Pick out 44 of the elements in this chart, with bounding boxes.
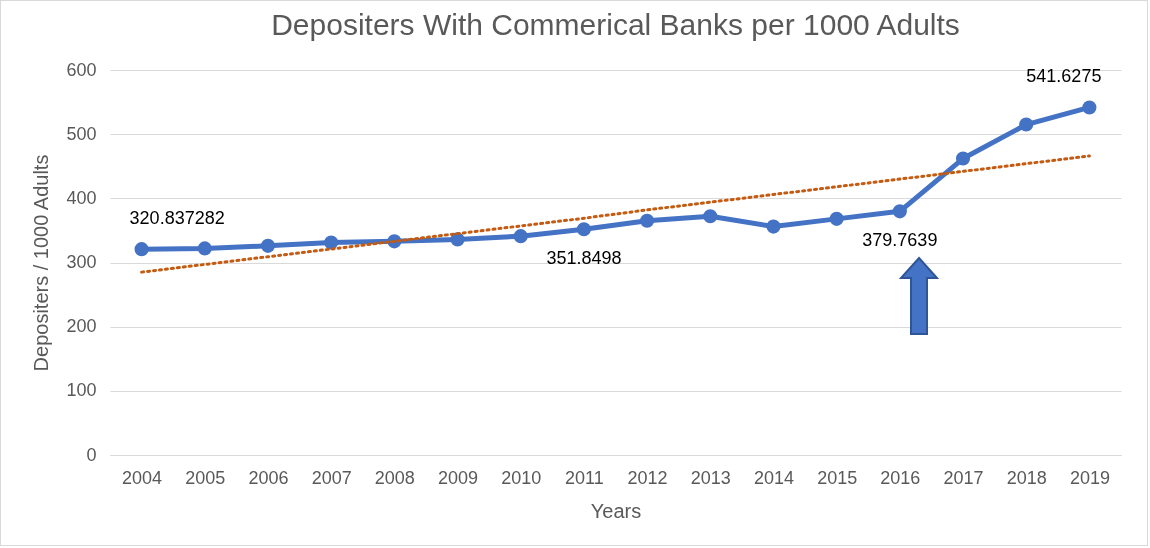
x-tick-label: 2014: [753, 467, 794, 488]
point: [1082, 100, 1097, 115]
x-tick-label: 2018: [1006, 467, 1047, 488]
data-label: 351.8498: [546, 248, 622, 269]
y-axis-title: Depositers / 1000 Adults: [30, 154, 53, 372]
x-tick-label: 2016: [880, 467, 921, 488]
x-tick-label: 2006: [248, 467, 289, 488]
point: [703, 209, 718, 224]
point: [892, 204, 907, 219]
y-tick-label: 600: [66, 59, 97, 80]
y-tick-label: 300: [66, 252, 97, 272]
x-tick-label: 2009: [438, 467, 479, 488]
x-tick-label: 2012: [627, 467, 668, 488]
y-tick-label: 0: [86, 444, 97, 465]
x-tick-label: 2007: [311, 467, 352, 488]
point: [576, 222, 591, 237]
point: [324, 235, 339, 250]
point: [829, 211, 844, 226]
x-axis-title: Years: [590, 499, 642, 522]
x-tick-label: 2004: [122, 467, 163, 488]
x-tick-label: 2015: [817, 467, 858, 488]
chart-title: Depositers With Commerical Banks per 1000 Adults: [271, 8, 960, 41]
data-label: 320.837282: [129, 208, 225, 229]
point: [640, 213, 655, 228]
y-tick-label: 400: [66, 187, 97, 208]
point: [766, 219, 781, 234]
y-tick-label: 200: [66, 316, 97, 337]
x-tick-label: 2005: [185, 467, 226, 488]
point: [260, 238, 276, 253]
point: [955, 151, 971, 166]
x-tick-label: 2019: [1069, 467, 1110, 488]
data-label: 541.6275: [1026, 66, 1102, 87]
point: [134, 242, 149, 257]
point: [197, 241, 212, 256]
point: [1019, 117, 1034, 132]
y-tick-label: 500: [66, 123, 97, 144]
x-tick-label: 2008: [374, 467, 415, 488]
x-tick-label: 2010: [501, 467, 542, 488]
x-tick-label: 2011: [565, 467, 604, 488]
data-label: 379.7639: [862, 230, 938, 251]
point: [513, 229, 528, 244]
y-tick-label: 100: [66, 380, 97, 401]
x-tick-label: 2013: [690, 467, 731, 488]
x-tick-label: 2017: [943, 467, 984, 488]
